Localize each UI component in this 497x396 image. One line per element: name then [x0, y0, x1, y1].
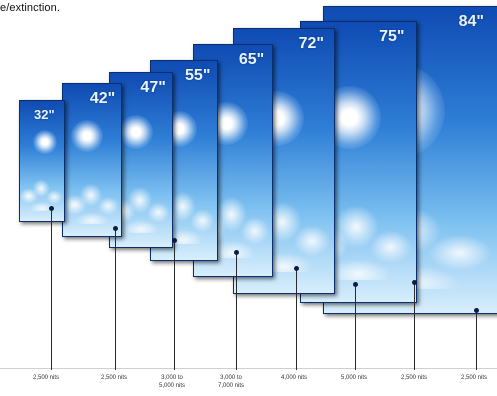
leader-dot — [234, 250, 239, 255]
brightness-label: 2,500 nits — [400, 375, 428, 381]
screen-size-label: 55" — [185, 67, 211, 84]
brightness-label: 3,000 to 5,000 nits — [158, 375, 186, 389]
baseline-tick — [296, 365, 297, 370]
leader-line — [476, 311, 477, 365]
screen-size-label: 42" — [89, 90, 116, 107]
screen-size-label: 72" — [298, 35, 324, 52]
screen-size-label: 47" — [140, 79, 166, 96]
leader-line — [236, 253, 237, 365]
caption-text: e/extinction. — [0, 2, 61, 14]
baseline-tick — [476, 365, 477, 370]
leader-dot — [353, 282, 358, 287]
leader-line — [355, 285, 356, 365]
leader-dot — [172, 238, 177, 243]
leader-line — [174, 241, 175, 365]
screen-size-label: 65" — [238, 51, 265, 68]
leader-line — [414, 283, 415, 365]
screen-size-label: 75" — [379, 28, 405, 45]
cloud-image — [20, 161, 64, 212]
brightness-label: 2,500 nits — [460, 375, 488, 381]
leader-dot — [49, 206, 54, 211]
baseline-tick — [174, 365, 175, 370]
display-screen: 42" — [62, 83, 122, 237]
display-screen: 32" — [19, 100, 65, 222]
sun-glare — [71, 119, 104, 152]
baseline-tick — [414, 365, 415, 370]
baseline-tick — [355, 365, 356, 370]
sun-glare — [119, 115, 154, 150]
baseline — [0, 368, 497, 369]
sun-glare — [32, 129, 57, 154]
leader-dot — [474, 308, 479, 313]
leader-line — [51, 209, 52, 365]
brightness-label: 2,500 nits — [100, 375, 128, 381]
leader-dot — [113, 226, 118, 231]
brightness-label: 4,000 nits — [280, 375, 308, 381]
baseline-tick — [51, 365, 52, 370]
cloud-image — [63, 160, 121, 224]
brightness-label: 3,000 to 7,000 nits — [217, 375, 245, 389]
screen-size-label: 84" — [458, 13, 484, 30]
brightness-label: 5,000 nits — [340, 375, 368, 381]
leader-dot — [294, 266, 299, 271]
screen-size-label: 32" — [34, 107, 55, 122]
brightness-label: 2,500 nits — [32, 375, 60, 381]
baseline-tick — [236, 365, 237, 370]
leader-line — [115, 229, 116, 365]
leader-dot — [412, 280, 417, 285]
leader-line — [296, 269, 297, 365]
baseline-tick — [115, 365, 116, 370]
